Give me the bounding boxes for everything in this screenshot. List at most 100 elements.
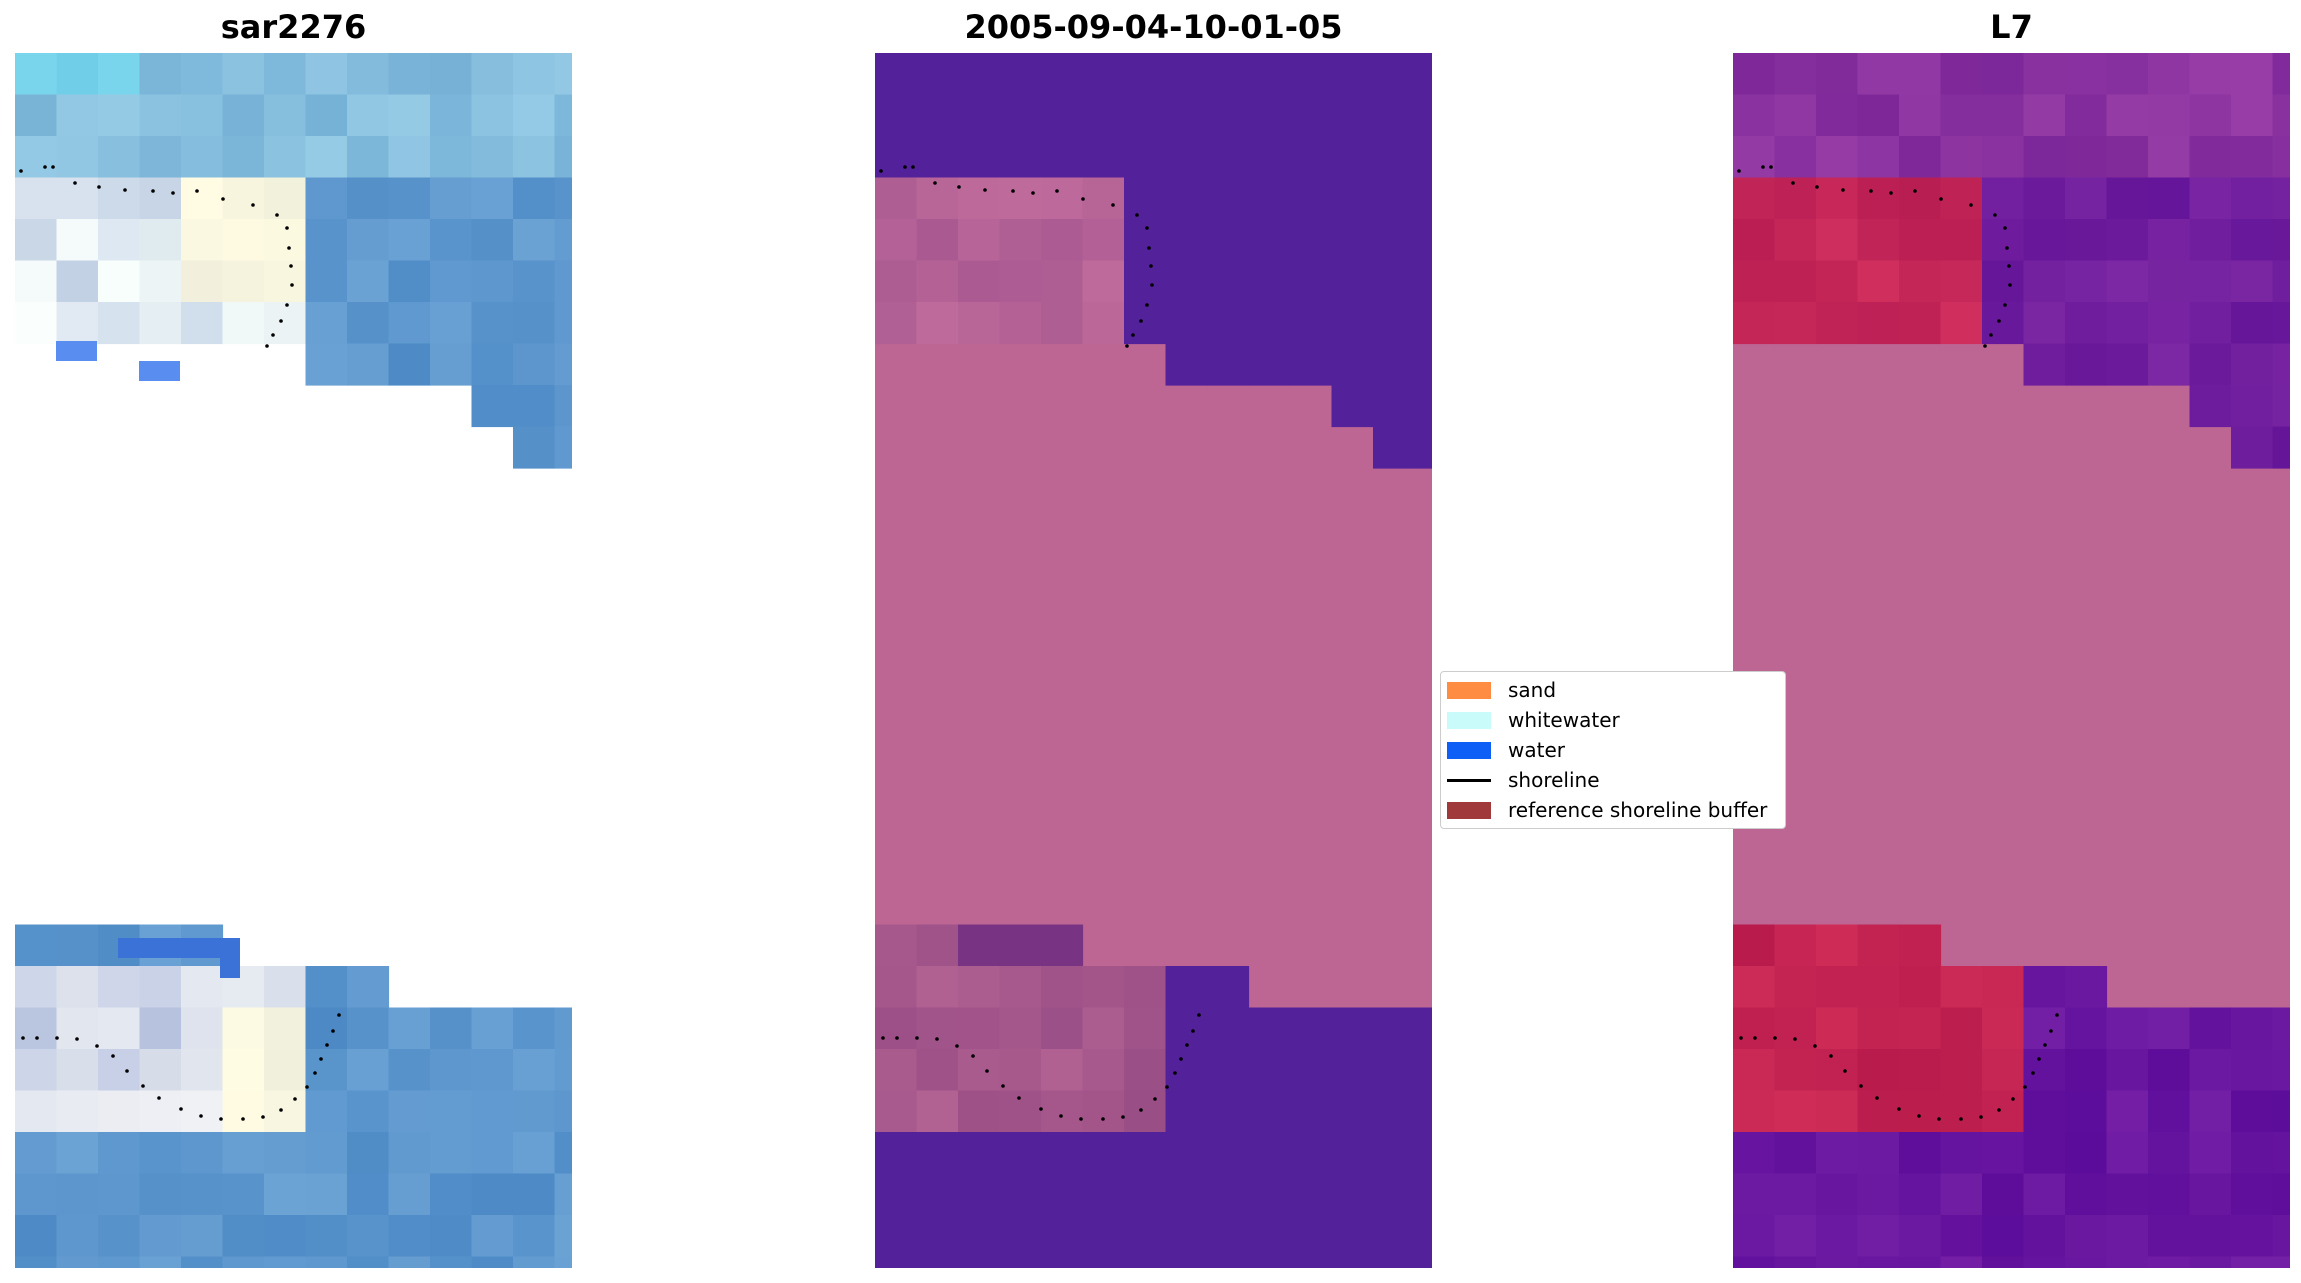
l7-pixel bbox=[1857, 1049, 1900, 1092]
l7-pixel bbox=[2065, 53, 2108, 96]
l7-pixel bbox=[1733, 924, 1776, 967]
class-pixel bbox=[916, 302, 959, 345]
rgb-pixel bbox=[430, 1256, 473, 1268]
shoreline-point bbox=[219, 1117, 223, 1121]
shoreline-point bbox=[221, 197, 225, 201]
l7-pixel bbox=[1816, 136, 1859, 179]
shoreline-point bbox=[325, 1043, 329, 1047]
shoreline-point bbox=[1153, 1097, 1157, 1101]
l7-pixel bbox=[2023, 53, 2066, 96]
rgb-pixel bbox=[554, 1090, 572, 1133]
shoreline-point bbox=[1889, 191, 1893, 195]
l7-pixel bbox=[1899, 966, 1942, 1009]
rgb-pixel bbox=[554, 1173, 572, 1216]
l7-pixel bbox=[1857, 219, 1900, 262]
l7-pixel bbox=[1774, 302, 1817, 345]
legend-item-whitewater: whitewater bbox=[1447, 707, 1620, 733]
class-pixel bbox=[958, 1173, 1001, 1216]
l7-pixel bbox=[2272, 1007, 2290, 1050]
class-pixel bbox=[1124, 136, 1167, 179]
rgb-pixel bbox=[222, 177, 265, 220]
rgb-pixel bbox=[139, 966, 182, 1009]
rgb-pixel bbox=[264, 177, 307, 220]
l7-pixel bbox=[2065, 966, 2108, 1009]
class-pixel bbox=[958, 1215, 1001, 1258]
class-pixel bbox=[916, 1173, 959, 1216]
class-pixel bbox=[958, 1256, 1001, 1268]
rgb-pixel bbox=[388, 260, 431, 303]
class-pixel bbox=[1331, 1090, 1374, 1133]
l7-pixel bbox=[2023, 966, 2066, 1009]
class-pixel bbox=[1041, 219, 1084, 262]
class-pixel bbox=[1124, 966, 1167, 1009]
shoreline-point bbox=[881, 1036, 885, 1040]
rgb-pixel bbox=[98, 966, 141, 1009]
l7-pixel bbox=[2189, 1173, 2232, 1216]
shoreline-point bbox=[1001, 1084, 1005, 1088]
shoreline-point bbox=[179, 1107, 183, 1111]
shoreline-point bbox=[1111, 203, 1115, 207]
shoreline-point bbox=[2008, 283, 2012, 287]
class-pixel bbox=[1041, 1132, 1084, 1175]
class-pixel bbox=[958, 94, 1001, 137]
class-pixel bbox=[999, 94, 1042, 137]
l7-pixel bbox=[1899, 136, 1942, 179]
l7-pixel bbox=[1982, 966, 2025, 1009]
l7-pixel bbox=[2272, 260, 2290, 303]
rgb-pixel bbox=[305, 1256, 348, 1268]
class-pixel bbox=[1414, 1049, 1432, 1092]
shoreline-point bbox=[915, 1036, 919, 1040]
rgb-pixel bbox=[139, 302, 182, 345]
l7-pixel bbox=[2272, 53, 2290, 96]
l7-pixel bbox=[2148, 53, 2191, 96]
rgb-pixel bbox=[471, 136, 514, 179]
rgb-pixel bbox=[430, 1049, 473, 1092]
rgb-pixel bbox=[56, 924, 99, 967]
class-pixel bbox=[1082, 53, 1125, 96]
satellite-image-panel bbox=[1733, 53, 2290, 1268]
shoreline-point bbox=[903, 165, 907, 169]
class-pixel bbox=[1373, 426, 1416, 469]
class-pixel bbox=[875, 924, 918, 967]
rgb-pixel bbox=[305, 219, 348, 262]
shoreline-point bbox=[1011, 189, 1015, 193]
class-pixel bbox=[999, 177, 1042, 220]
class-pixel bbox=[1331, 1173, 1374, 1216]
rgb-pixel bbox=[56, 53, 99, 96]
rgb-pixel bbox=[56, 219, 99, 262]
l7-pixel bbox=[2272, 1049, 2290, 1092]
l7-pixel bbox=[1816, 1256, 1859, 1268]
rgb-pixel bbox=[15, 302, 58, 345]
class-pixel bbox=[1290, 1256, 1333, 1268]
class-pixel bbox=[875, 1215, 918, 1258]
l7-pixel bbox=[1816, 260, 1859, 303]
rgb-pixel bbox=[388, 1049, 431, 1092]
shoreline-point bbox=[2003, 303, 2007, 307]
rgb-pixel bbox=[139, 1132, 182, 1175]
rgb-pixel bbox=[430, 219, 473, 262]
rgb-pixel bbox=[305, 177, 348, 220]
class-pixel bbox=[999, 924, 1042, 967]
rgb-pixel bbox=[181, 1173, 224, 1216]
rgb-pixel bbox=[264, 966, 307, 1009]
shoreline-point bbox=[957, 185, 961, 189]
shoreline-point bbox=[319, 1057, 323, 1061]
class-pixel bbox=[1248, 1049, 1291, 1092]
class-pixel bbox=[958, 136, 1001, 179]
l7-pixel bbox=[2189, 1090, 2232, 1133]
rgb-pixel bbox=[98, 53, 141, 96]
class-pixel bbox=[1331, 94, 1374, 137]
class-pixel bbox=[1165, 1173, 1208, 1216]
l7-pixel bbox=[1899, 1049, 1942, 1092]
l7-pixel bbox=[1899, 1007, 1942, 1050]
class-pixel bbox=[1165, 219, 1208, 262]
class-pixel bbox=[1331, 53, 1374, 96]
shoreline-point bbox=[1059, 1114, 1063, 1118]
class-pixel bbox=[916, 177, 959, 220]
l7-pixel bbox=[1982, 1090, 2025, 1133]
class-pixel bbox=[1248, 53, 1291, 96]
class-pixel bbox=[875, 177, 918, 220]
class-pixel bbox=[1248, 260, 1291, 303]
shoreline-point bbox=[1997, 1108, 2001, 1112]
rgb-pixel bbox=[305, 302, 348, 345]
